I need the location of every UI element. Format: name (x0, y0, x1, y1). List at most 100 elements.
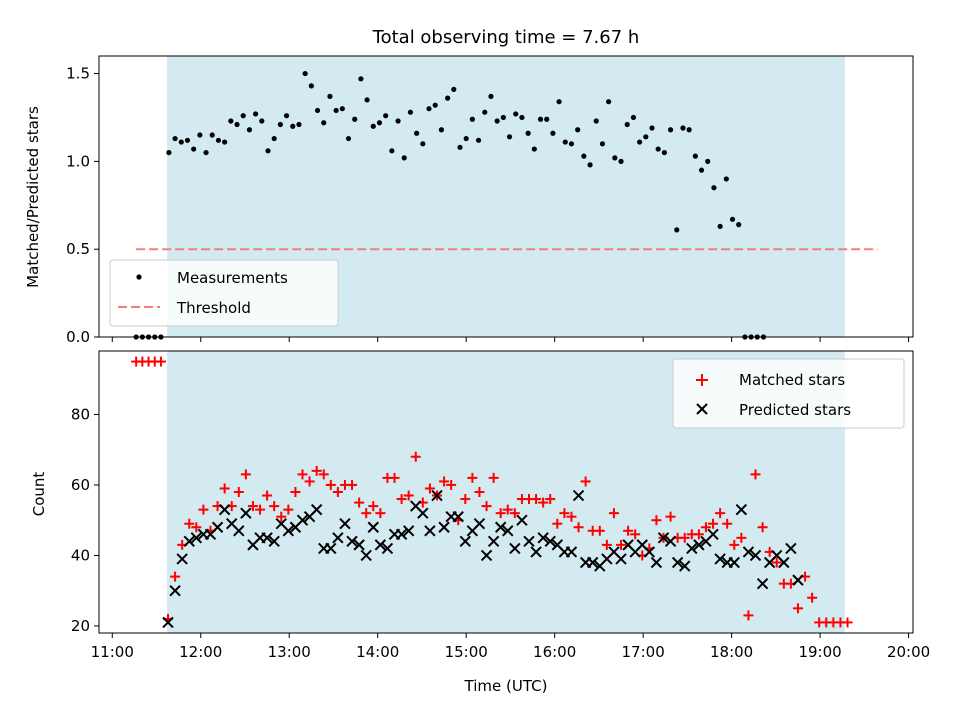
predicted-star-marker (523, 535, 535, 548)
matched-star-marker (693, 529, 704, 540)
matched-star-marker (679, 532, 690, 543)
measurement-point (445, 95, 451, 101)
matched-star-marker (722, 518, 733, 529)
matched-star-marker (361, 508, 372, 519)
predicted-star-marker (664, 535, 677, 548)
matched-star-marker (446, 479, 457, 490)
predicted-star-marker (360, 549, 372, 562)
matched-star-marker (198, 504, 209, 515)
measurement-point (537, 116, 544, 122)
predicted-star-marker (233, 525, 245, 537)
measurement-point (606, 99, 612, 105)
measurement-point (215, 137, 222, 143)
bottom-plot-frame (98, 350, 914, 634)
predicted-star-marker (671, 556, 684, 569)
bottom-legend-box (672, 358, 905, 429)
predicted-star-marker (395, 528, 408, 541)
measurement-point (234, 121, 240, 128)
predicted-star-marker (537, 532, 549, 544)
matched-star-marker (771, 557, 782, 568)
matched-star-marker (269, 501, 280, 512)
measurement-point (463, 135, 469, 142)
measurement-point (407, 109, 414, 115)
measurements-legend-marker (136, 274, 142, 280)
matched-star-marker (276, 511, 287, 522)
bottom-x-tick-label: 16:00 (533, 643, 576, 661)
top-y-tick-label: 1.5 (66, 65, 90, 83)
measurement-point (333, 107, 339, 114)
matched-star-marker (531, 494, 542, 505)
measurement-point (426, 106, 432, 112)
matched-star-marker (757, 522, 768, 533)
measurement-point (339, 106, 345, 112)
measurement-point (556, 99, 562, 105)
bottom-x-tick-label: 20:00 (887, 643, 930, 661)
measurement-point (178, 139, 184, 145)
bottom-y-tick-label: 60 (71, 476, 90, 494)
measurement-point (667, 127, 674, 133)
predicted-star-marker (778, 556, 790, 569)
measurement-point (531, 146, 537, 152)
measurement-point (568, 141, 575, 147)
measurement-point (475, 137, 482, 143)
matched-star-marker (715, 508, 726, 519)
predicted-star-marker (402, 525, 415, 537)
measurement-point (370, 123, 376, 129)
predicted-star-marker (749, 549, 762, 562)
measurement-point (482, 109, 488, 115)
measurement-point (513, 111, 519, 117)
measurement-point (736, 222, 742, 228)
predicted-star-marker (452, 510, 464, 523)
x-axis-label: Time (UTC) (464, 677, 548, 695)
bottom-x-tick-label: 15:00 (445, 643, 488, 661)
matched-star-marker (347, 479, 358, 490)
matched-star-marker (318, 469, 329, 480)
predicted-star-marker (494, 521, 507, 533)
predicted-star-marker (162, 616, 174, 629)
measurement-point (593, 118, 599, 124)
predicted-stars-legend-label: Predicted stars (739, 401, 851, 419)
predicted-star-marker (353, 539, 365, 551)
measurement-point (698, 167, 705, 173)
measurement-point (506, 134, 513, 140)
measurement-point (451, 86, 457, 92)
matched-star-marker (290, 487, 301, 497)
bottom-x-tick-label: 11:00 (91, 643, 134, 661)
measurement-point (222, 139, 228, 145)
measurement-point (277, 121, 283, 128)
bottom-series-predicted-stars (162, 489, 804, 629)
measurement-point (723, 176, 729, 182)
bottom-y-axis-label: Count (30, 472, 48, 517)
predicted-star-marker (572, 489, 585, 502)
predicted-star-marker (707, 528, 719, 541)
bottom-series-matched-stars (131, 356, 853, 628)
matched-star-marker (573, 522, 584, 533)
predicted-star-marker (240, 507, 252, 519)
predicted-star-marker (176, 553, 188, 565)
matched-star-marker (262, 490, 273, 501)
predicted-star-marker (792, 574, 804, 586)
matched-star-marker (255, 504, 266, 515)
matched-star-marker (332, 487, 343, 497)
matched-star-marker (481, 501, 492, 512)
predicted-star-marker (183, 535, 195, 548)
measurement-point (191, 146, 197, 152)
matched-star-marker (219, 483, 230, 494)
measurement-point (253, 111, 259, 117)
measurement-point (643, 134, 649, 140)
measurement-point (599, 141, 606, 147)
top-y-axis-label: Matched/Predicted stars (24, 106, 42, 288)
measurement-point (519, 114, 525, 121)
matched-star-marker (375, 508, 386, 519)
measurement-point (376, 120, 383, 126)
top-legend: Measurements Threshold (109, 259, 339, 327)
measurement-point (283, 113, 290, 119)
matched-star-marker (538, 497, 549, 508)
top-y-tick-label: 0.5 (66, 240, 90, 258)
predicted-star-marker (169, 584, 181, 597)
predicted-star-marker (587, 556, 599, 569)
bottom-x-tick-label: 17:00 (622, 643, 665, 661)
predicted-star-marker (367, 521, 379, 533)
matched-star-marker (424, 483, 435, 494)
